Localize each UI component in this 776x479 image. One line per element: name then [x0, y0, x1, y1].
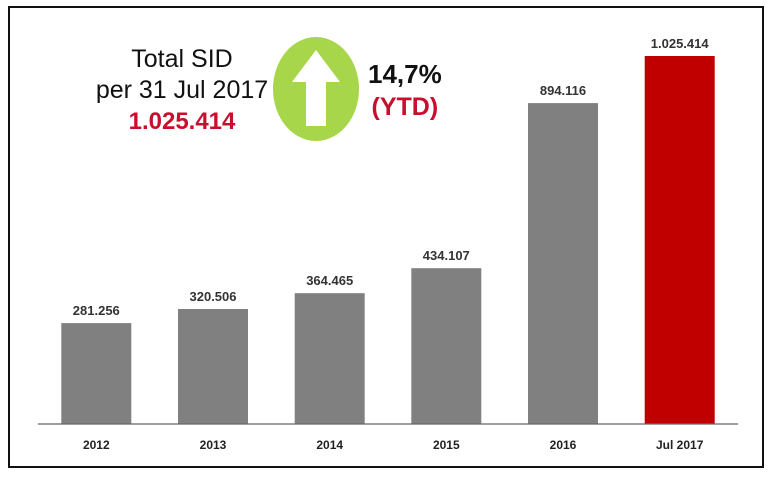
headline-title-line2: per 31 Jul 2017: [95, 76, 269, 104]
bar-value-label-jul-2017: 1.025.414: [651, 36, 710, 51]
bar-value-label-2016: 894.116: [540, 83, 586, 98]
bar-jul-2017: [644, 56, 715, 424]
bar-2013: [178, 309, 248, 424]
category-label-2014: 2014: [316, 438, 343, 452]
bar-2015: [411, 268, 482, 424]
category-label-jul-2017: Jul 2017: [656, 438, 704, 452]
bar-value-label-2012: 281.256: [73, 303, 120, 318]
headline-title-line1: Total SID: [131, 45, 233, 73]
bar-2014: [294, 293, 365, 424]
growth-percent: 14,7%: [368, 59, 442, 89]
total-sid-headline: Total SID per 31 Jul 2017 1.025.414: [72, 44, 292, 138]
growth-period: (YTD): [371, 93, 439, 121]
bar-2016: [528, 103, 598, 424]
bar-value-label-2013: 320.506: [190, 289, 237, 304]
category-label-2015: 2015: [433, 438, 460, 452]
bar-2012: [61, 323, 132, 424]
bar-value-label-2014: 364.465: [306, 273, 353, 288]
growth-indicator: 14,7% (YTD): [368, 58, 442, 124]
bar-value-label-2015: 434.107: [423, 248, 470, 263]
chart-frame: [8, 6, 764, 468]
total-sid-value: 1.025.414: [128, 108, 236, 135]
category-label-2013: 2013: [200, 438, 227, 452]
category-label-2012: 2012: [83, 438, 110, 452]
category-label-2016: 2016: [550, 438, 577, 452]
up-arrow-icon: [273, 37, 359, 141]
